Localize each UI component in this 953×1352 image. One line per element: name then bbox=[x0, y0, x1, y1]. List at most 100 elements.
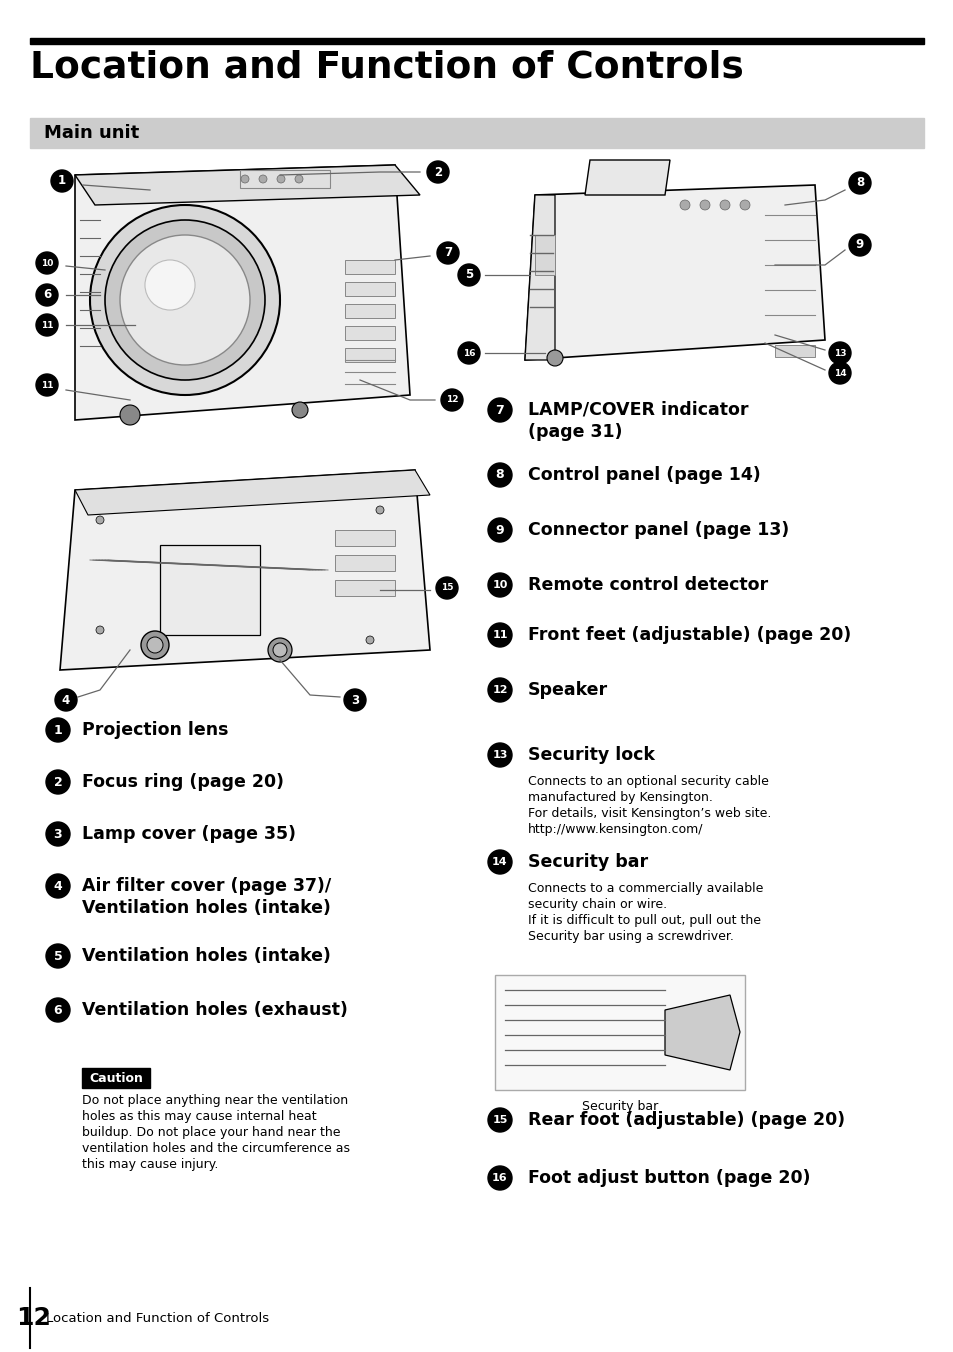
Text: 1: 1 bbox=[58, 174, 66, 188]
Text: http://www.kensington.com/: http://www.kensington.com/ bbox=[527, 823, 702, 836]
Bar bbox=[335, 530, 395, 546]
Circle shape bbox=[294, 174, 303, 183]
Circle shape bbox=[440, 389, 462, 411]
Circle shape bbox=[457, 264, 479, 287]
Text: Control panel (page 14): Control panel (page 14) bbox=[527, 466, 760, 484]
Text: 8: 8 bbox=[496, 469, 504, 481]
Text: 15: 15 bbox=[440, 584, 453, 592]
Polygon shape bbox=[524, 185, 824, 360]
Text: Caution: Caution bbox=[89, 1072, 143, 1084]
Circle shape bbox=[241, 174, 249, 183]
Circle shape bbox=[366, 635, 374, 644]
Text: 1: 1 bbox=[53, 723, 62, 737]
Bar bbox=[335, 580, 395, 596]
Circle shape bbox=[700, 200, 709, 210]
Circle shape bbox=[90, 206, 280, 395]
Text: holes as this may cause internal heat: holes as this may cause internal heat bbox=[82, 1110, 316, 1124]
Circle shape bbox=[120, 406, 140, 425]
Text: 14: 14 bbox=[492, 857, 507, 867]
Circle shape bbox=[488, 1165, 512, 1190]
Text: 2: 2 bbox=[434, 165, 441, 178]
Text: Foot adjust button (page 20): Foot adjust button (page 20) bbox=[527, 1169, 810, 1187]
Circle shape bbox=[488, 623, 512, 648]
Text: 14: 14 bbox=[833, 369, 845, 377]
Circle shape bbox=[828, 342, 850, 364]
Circle shape bbox=[720, 200, 729, 210]
Text: 5: 5 bbox=[464, 269, 473, 281]
Circle shape bbox=[488, 1109, 512, 1132]
Circle shape bbox=[740, 200, 749, 210]
Circle shape bbox=[105, 220, 265, 380]
Text: 7: 7 bbox=[496, 403, 504, 416]
Circle shape bbox=[46, 822, 70, 846]
Text: Location and Function of Controls: Location and Function of Controls bbox=[46, 1311, 269, 1325]
Bar bbox=[82, 1068, 150, 1088]
Circle shape bbox=[268, 638, 292, 662]
Circle shape bbox=[427, 161, 449, 183]
Circle shape bbox=[488, 397, 512, 422]
Text: 12: 12 bbox=[16, 1306, 51, 1330]
Text: Connects to a commercially available: Connects to a commercially available bbox=[527, 882, 762, 895]
Text: 2: 2 bbox=[53, 776, 62, 788]
Bar bbox=[30, 38, 923, 45]
Polygon shape bbox=[60, 470, 430, 671]
Bar bbox=[345, 283, 395, 296]
Bar bbox=[30, 118, 923, 147]
Circle shape bbox=[55, 690, 77, 711]
Circle shape bbox=[457, 342, 479, 364]
Text: For details, visit Kensington’s web site.: For details, visit Kensington’s web site… bbox=[527, 807, 771, 821]
Text: Connector panel (page 13): Connector panel (page 13) bbox=[527, 521, 788, 539]
Bar bbox=[160, 545, 260, 635]
Circle shape bbox=[36, 375, 58, 396]
Polygon shape bbox=[75, 165, 419, 206]
Text: 6: 6 bbox=[53, 1003, 62, 1017]
Circle shape bbox=[46, 944, 70, 968]
Circle shape bbox=[344, 690, 366, 711]
Circle shape bbox=[46, 998, 70, 1022]
Circle shape bbox=[488, 518, 512, 542]
Text: 11: 11 bbox=[41, 320, 53, 330]
Bar bbox=[335, 556, 395, 571]
Text: 4: 4 bbox=[62, 694, 71, 707]
Text: 4: 4 bbox=[53, 880, 62, 892]
Text: buildup. Do not place your hand near the: buildup. Do not place your hand near the bbox=[82, 1126, 340, 1138]
Circle shape bbox=[147, 637, 163, 653]
Text: (page 31): (page 31) bbox=[527, 423, 622, 441]
Text: Do not place anything near the ventilation: Do not place anything near the ventilati… bbox=[82, 1094, 348, 1107]
Circle shape bbox=[828, 362, 850, 384]
Text: Ventilation holes (intake): Ventilation holes (intake) bbox=[82, 899, 331, 917]
Text: 10: 10 bbox=[41, 258, 53, 268]
Text: Remote control detector: Remote control detector bbox=[527, 576, 767, 594]
Circle shape bbox=[36, 314, 58, 337]
Circle shape bbox=[46, 873, 70, 898]
Text: 3: 3 bbox=[53, 827, 62, 841]
Text: 9: 9 bbox=[496, 523, 504, 537]
Circle shape bbox=[46, 718, 70, 742]
Text: Speaker: Speaker bbox=[527, 681, 607, 699]
Circle shape bbox=[375, 506, 384, 514]
Circle shape bbox=[36, 251, 58, 274]
Circle shape bbox=[436, 577, 457, 599]
Text: 11: 11 bbox=[492, 630, 507, 639]
Text: Focus ring (page 20): Focus ring (page 20) bbox=[82, 773, 284, 791]
Text: 11: 11 bbox=[41, 380, 53, 389]
Bar bbox=[495, 975, 744, 1090]
Circle shape bbox=[488, 462, 512, 487]
Bar bbox=[535, 235, 555, 274]
Text: 9: 9 bbox=[855, 238, 863, 251]
Text: 5: 5 bbox=[53, 949, 62, 963]
Circle shape bbox=[46, 771, 70, 794]
Bar bbox=[345, 260, 395, 274]
Text: this may cause injury.: this may cause injury. bbox=[82, 1159, 218, 1171]
Text: Projection lens: Projection lens bbox=[82, 721, 229, 740]
Circle shape bbox=[436, 242, 458, 264]
Circle shape bbox=[36, 284, 58, 306]
Text: 6: 6 bbox=[43, 288, 51, 301]
Circle shape bbox=[51, 170, 73, 192]
Text: Security bar using a screwdriver.: Security bar using a screwdriver. bbox=[527, 930, 733, 942]
Circle shape bbox=[96, 626, 104, 634]
Circle shape bbox=[488, 850, 512, 873]
Text: Rear foot (adjustable) (page 20): Rear foot (adjustable) (page 20) bbox=[527, 1111, 844, 1129]
Bar bbox=[345, 347, 395, 362]
Text: Lamp cover (page 35): Lamp cover (page 35) bbox=[82, 825, 295, 844]
